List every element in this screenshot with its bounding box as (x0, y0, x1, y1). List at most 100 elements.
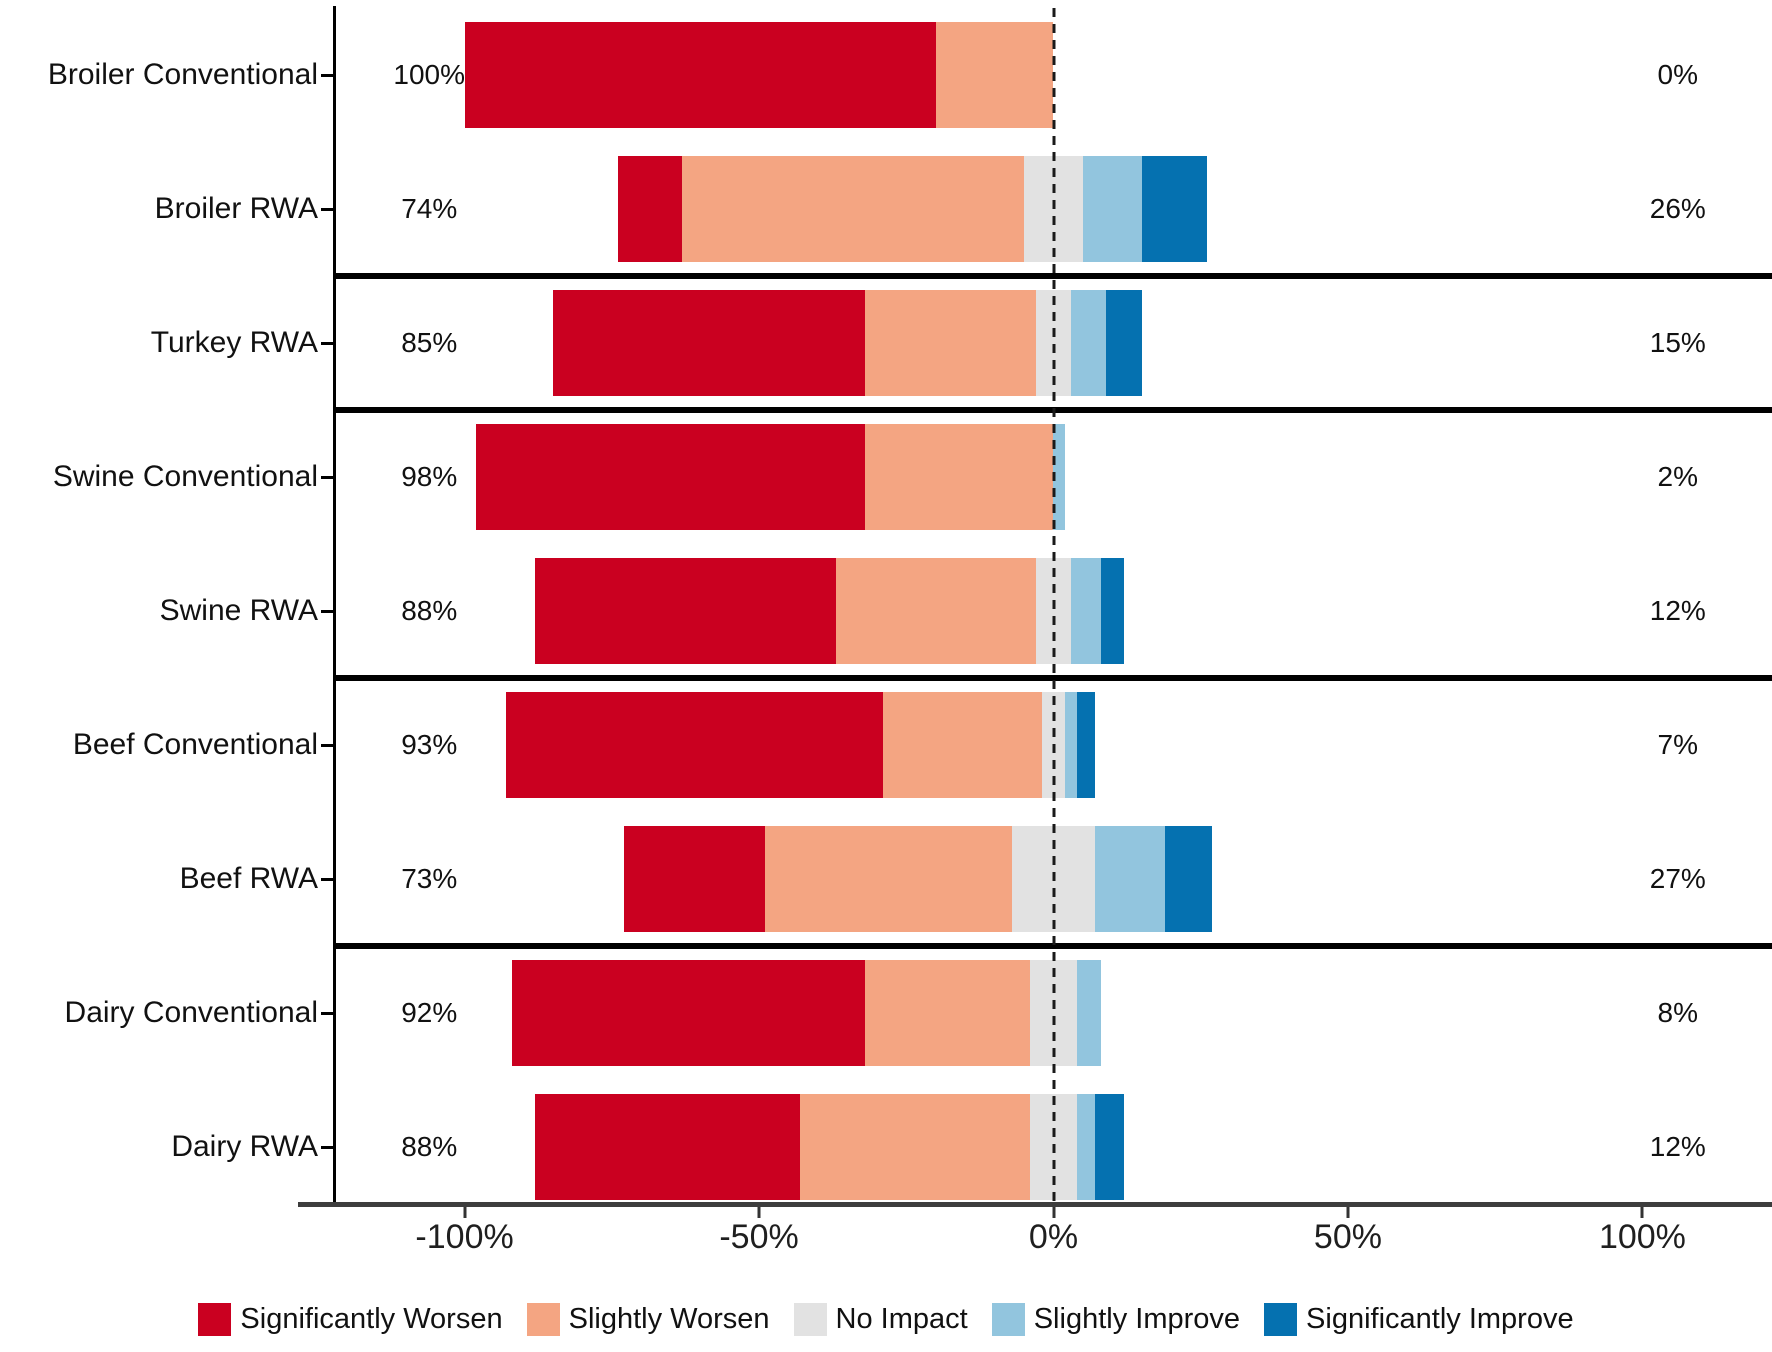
row-right-percentage-label: 12% (1649, 1131, 1706, 1162)
legend-item-slightly-worsen: Slightly Worsen (526, 1302, 770, 1336)
y-axis-tick (321, 1146, 333, 1149)
bar-segment-significantly-improve (1106, 290, 1142, 396)
stacked-bar (535, 1094, 1125, 1200)
y-axis-tick (321, 476, 333, 479)
legend-item-significantly-worsen: Significantly Worsen (198, 1302, 503, 1336)
x-axis-tick (463, 1207, 467, 1218)
legend-swatch-slightly-worsen (526, 1302, 560, 1336)
x-axis-line (298, 1202, 1772, 1207)
x-axis-tick-label: 0% (1028, 1218, 1079, 1256)
bar-segment-slightly-improve (1071, 558, 1101, 664)
bar-segment-slightly-improve (1082, 156, 1142, 262)
row-left-percentage-label: 92% (401, 997, 458, 1028)
category-label: Dairy Conventional (64, 996, 318, 1029)
legend-swatch-significantly-worsen (198, 1302, 232, 1336)
stacked-bar (617, 156, 1207, 262)
bar-segment-slightly-improve (1065, 692, 1077, 798)
bar-segment-significantly-worsen (511, 960, 866, 1066)
y-axis-tick (321, 208, 333, 211)
row-right-percentage-label: 8% (1657, 997, 1698, 1028)
y-axis-tick (321, 74, 333, 77)
legend-swatch-slightly-improve (991, 1302, 1025, 1336)
category-label: Beef Conventional (72, 728, 318, 761)
bar-segment-slightly-worsen (835, 558, 1036, 664)
bar-segment-slightly-improve (1094, 826, 1166, 932)
stacked-bar (476, 424, 1066, 530)
bar-row: 74% 26% (335, 142, 1772, 276)
stacked-bar (552, 290, 1142, 396)
stacked-bar (623, 826, 1213, 932)
x-axis-tick-label: -100% (415, 1218, 514, 1256)
category-label: Turkey RWA (150, 326, 318, 359)
stacked-bar (464, 22, 1054, 128)
y-axis-tick (321, 342, 333, 345)
bar-segment-slightly-worsen (865, 290, 1036, 396)
row-right-percentage-label: 15% (1649, 327, 1706, 358)
bar-row: 93% 7% (335, 678, 1772, 812)
bar-segment-significantly-improve (1077, 692, 1095, 798)
bar-segment-significantly-worsen (464, 22, 936, 128)
category-label: Dairy RWA (171, 1130, 318, 1163)
legend-item-significantly-improve: Significantly Improve (1264, 1302, 1574, 1336)
bar-segment-significantly-worsen (535, 1094, 801, 1200)
bar-row: 98% 2% (335, 410, 1772, 544)
y-axis-tick (321, 744, 333, 747)
row-left-percentage-label: 85% (401, 327, 458, 358)
bar-row: 85% 15% (335, 276, 1772, 410)
bar-segment-slightly-worsen (865, 960, 1030, 1066)
bar-segment-significantly-improve (1094, 1094, 1125, 1200)
zero-reference-line (1052, 8, 1055, 1202)
row-left-percentage-label: 88% (401, 1131, 458, 1162)
bar-segment-significantly-worsen (476, 424, 866, 530)
row-left-percentage-label: 73% (401, 863, 458, 894)
category-label: Broiler Conventional (47, 58, 318, 91)
legend-label: Significantly Improve (1306, 1302, 1574, 1335)
y-axis-tick (321, 878, 333, 881)
bar-segment-significantly-improve (1141, 156, 1207, 262)
row-right-percentage-label: 2% (1657, 461, 1698, 492)
row-left-percentage-label: 100% (393, 59, 466, 90)
category-label: Broiler RWA (154, 192, 318, 225)
row-right-percentage-label: 0% (1657, 59, 1698, 90)
bar-segment-significantly-improve (1100, 558, 1125, 664)
stacked-bar (505, 692, 1095, 798)
bar-segment-slightly-worsen (764, 826, 1013, 932)
x-axis-tick-label: -50% (719, 1218, 799, 1256)
x-axis-tick (1052, 1207, 1055, 1218)
legend: Significantly Worsen Slightly Worsen No Im… (0, 1294, 1772, 1344)
bar-segment-significantly-worsen (617, 156, 683, 262)
legend-swatch-significantly-improve (1264, 1302, 1298, 1336)
bar-segment-slightly-improve (1077, 960, 1101, 1066)
legend-label: Slightly Worsen (568, 1302, 770, 1335)
x-axis-tick (1640, 1207, 1644, 1218)
row-left-percentage-label: 74% (401, 193, 458, 224)
y-axis-tick (321, 610, 333, 613)
bar-segment-significantly-worsen (623, 826, 765, 932)
bar-segment-slightly-worsen (882, 692, 1042, 798)
x-axis-tick-label: 100% (1598, 1218, 1686, 1256)
bar-row: 100% 0% (335, 8, 1772, 142)
bar-segment-slightly-worsen (682, 156, 1025, 262)
stacked-bar (511, 960, 1101, 1066)
row-left-percentage-label: 93% (401, 729, 458, 760)
bar-segment-significantly-improve (1165, 826, 1213, 932)
row-left-percentage-label: 88% (401, 595, 458, 626)
legend-item-slightly-improve: Slightly Improve (991, 1302, 1240, 1336)
bar-segment-slightly-worsen (865, 424, 1054, 530)
y-axis-line (333, 6, 336, 1206)
x-axis-tick (1346, 1207, 1350, 1218)
bar-row: 88% 12% (335, 544, 1772, 678)
category-label: Beef RWA (179, 862, 318, 895)
bar-segment-slightly-worsen (800, 1094, 1030, 1200)
bar-segment-slightly-worsen (935, 22, 1054, 128)
row-left-percentage-label: 98% (401, 461, 458, 492)
bar-segment-significantly-worsen (552, 290, 866, 396)
bar-segment-slightly-improve (1053, 424, 1066, 530)
row-right-percentage-label: 7% (1657, 729, 1698, 760)
bar-segment-significantly-worsen (535, 558, 836, 664)
bar-row: 73% 27% (335, 812, 1772, 946)
row-right-percentage-label: 12% (1649, 595, 1706, 626)
legend-label: Significantly Worsen (240, 1302, 503, 1335)
y-axis-tick (321, 1012, 333, 1015)
